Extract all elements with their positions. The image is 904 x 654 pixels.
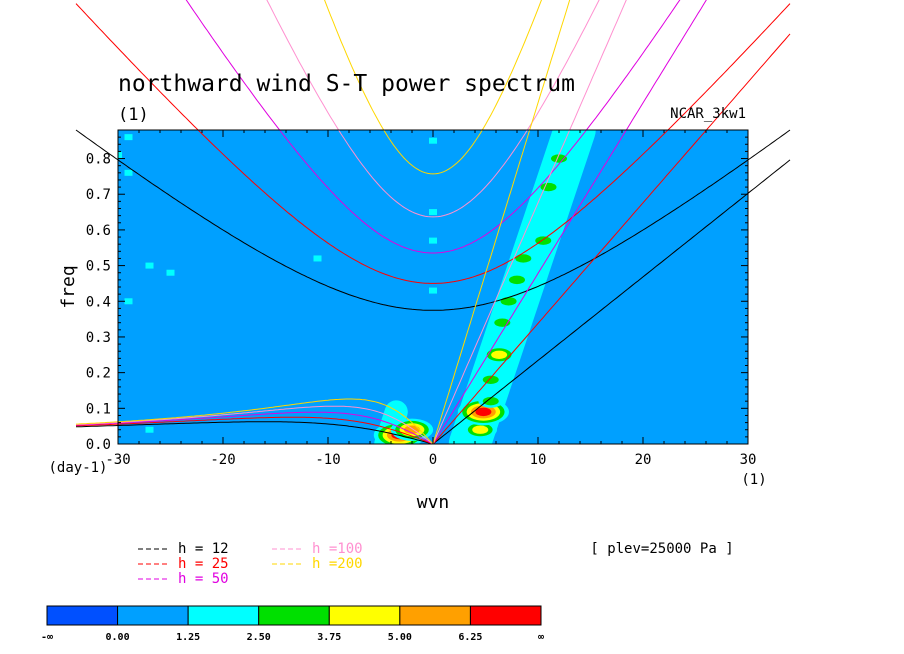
dispersion-curve-kelvin bbox=[432, 0, 571, 444]
dispersion-curves bbox=[75, 0, 791, 444]
colorbar-label: 3.75 bbox=[317, 632, 341, 643]
power-speckle bbox=[118, 151, 122, 158]
chart-subtitle-right: NCAR_3kw1 bbox=[670, 106, 746, 122]
power-speckle bbox=[145, 426, 154, 433]
power-feature bbox=[540, 182, 557, 192]
y-tick-label: 0.7 bbox=[86, 187, 111, 203]
colorbar-label: 1.25 bbox=[176, 632, 200, 643]
legend-label: h =200 bbox=[312, 556, 363, 572]
power-feature bbox=[472, 425, 489, 434]
colorbar-swatch bbox=[469, 605, 542, 626]
dispersion-curve-ig bbox=[75, 3, 791, 284]
power-speckle bbox=[166, 269, 175, 276]
power-feature bbox=[509, 275, 525, 285]
dispersion-curve-ig bbox=[324, 0, 543, 175]
x-unit-label: (1) bbox=[741, 472, 766, 488]
x-axis-label: wvn bbox=[417, 492, 450, 513]
x-axis: -30 -20 -10 0 10 20 30 bbox=[105, 130, 756, 468]
y-unit-label: (day-1) bbox=[48, 460, 107, 476]
legend-label: h = 25 bbox=[178, 556, 229, 572]
power-feature bbox=[482, 375, 499, 384]
colorbar-label: 0.00 bbox=[106, 632, 130, 643]
dispersion-curve-rossby bbox=[75, 405, 434, 444]
chart-subtitle-left: (1) bbox=[118, 105, 149, 125]
y-axis: 0.0 0.1 0.2 0.3 0.4 0.5 0.6 0.7 0.8 bbox=[86, 129, 748, 453]
dispersion-curve-kelvin bbox=[432, 0, 707, 444]
dispersion-curve-ig bbox=[75, 129, 791, 311]
y-tick-label: 0.8 bbox=[86, 152, 111, 168]
y-tick-label: 0.2 bbox=[86, 366, 111, 382]
legend-label: h = 50 bbox=[178, 571, 229, 587]
x-tick-label: 0 bbox=[429, 452, 437, 468]
power-feature bbox=[491, 350, 508, 359]
dispersion-curve-ig bbox=[266, 0, 600, 218]
legend-label: h =100 bbox=[312, 541, 363, 557]
dispersion-curve-rossby bbox=[75, 398, 434, 444]
dispersion-curve-rossby bbox=[76, 421, 434, 444]
dispersion-curve-kelvin bbox=[432, 159, 791, 444]
power-speckle bbox=[429, 287, 437, 294]
power-speckle bbox=[313, 255, 322, 262]
legend-label: h = 12 bbox=[178, 541, 229, 557]
power-feature bbox=[500, 297, 517, 306]
power-feature bbox=[482, 396, 499, 406]
power-speckle bbox=[124, 134, 133, 141]
colorbar-label: -∞ bbox=[41, 632, 53, 643]
y-tick-label: 0.4 bbox=[86, 294, 111, 310]
dispersion-curve-ig bbox=[185, 0, 681, 254]
power-feature bbox=[475, 407, 492, 417]
colorbar-swatch bbox=[328, 605, 401, 626]
colorbar-swatch bbox=[117, 605, 189, 626]
colorbar-label: 2.50 bbox=[247, 632, 271, 643]
y-tick-label: 0.5 bbox=[86, 259, 111, 275]
plot-background bbox=[118, 130, 748, 444]
x-tick-label: 10 bbox=[530, 452, 547, 468]
power-feature bbox=[515, 254, 532, 263]
colorbar-label: ∞ bbox=[538, 632, 544, 643]
power-feature bbox=[551, 154, 567, 163]
dispersion-curve-rossby bbox=[75, 411, 434, 444]
pressure-level-annotation: [ plev=25000 Pa ] bbox=[590, 541, 733, 557]
colorbar-label: 6.25 bbox=[458, 632, 482, 643]
x-tick-label: 30 bbox=[740, 452, 757, 468]
x-tick-label: -10 bbox=[315, 452, 340, 468]
power-speckle bbox=[124, 298, 133, 305]
colorbar-swatch bbox=[399, 605, 471, 626]
power-speckle bbox=[145, 262, 154, 269]
power-speckle bbox=[429, 137, 437, 144]
power-speckle bbox=[124, 169, 133, 176]
y-tick-label: 0.6 bbox=[86, 223, 111, 239]
colorbar-swatch bbox=[258, 605, 330, 626]
x-tick-label: -30 bbox=[105, 452, 130, 468]
power-speckle bbox=[429, 209, 437, 216]
dispersion-curve-kelvin bbox=[432, 33, 791, 444]
dispersion-curve-kelvin bbox=[432, 0, 627, 444]
y-tick-label: 0.1 bbox=[86, 401, 111, 417]
power-streak bbox=[448, 130, 596, 444]
colorbar-label: 5.00 bbox=[388, 632, 412, 643]
x-tick-label: -20 bbox=[210, 452, 235, 468]
chart-title: northward wind S-T power spectrum bbox=[118, 71, 575, 97]
y-tick-label: 0.0 bbox=[86, 437, 111, 453]
dispersion-curve-rossby bbox=[75, 416, 434, 444]
colorbar-swatch bbox=[187, 605, 260, 626]
y-tick-label: 0.3 bbox=[86, 330, 111, 346]
colorbar-swatch bbox=[46, 605, 119, 626]
colorbar: -∞ 0.00 1.25 2.50 3.75 5.00 6.25 ∞ bbox=[41, 605, 544, 643]
x-tick-label: 20 bbox=[635, 452, 652, 468]
power-speckle bbox=[429, 237, 437, 244]
y-axis-label: freq bbox=[58, 265, 79, 308]
